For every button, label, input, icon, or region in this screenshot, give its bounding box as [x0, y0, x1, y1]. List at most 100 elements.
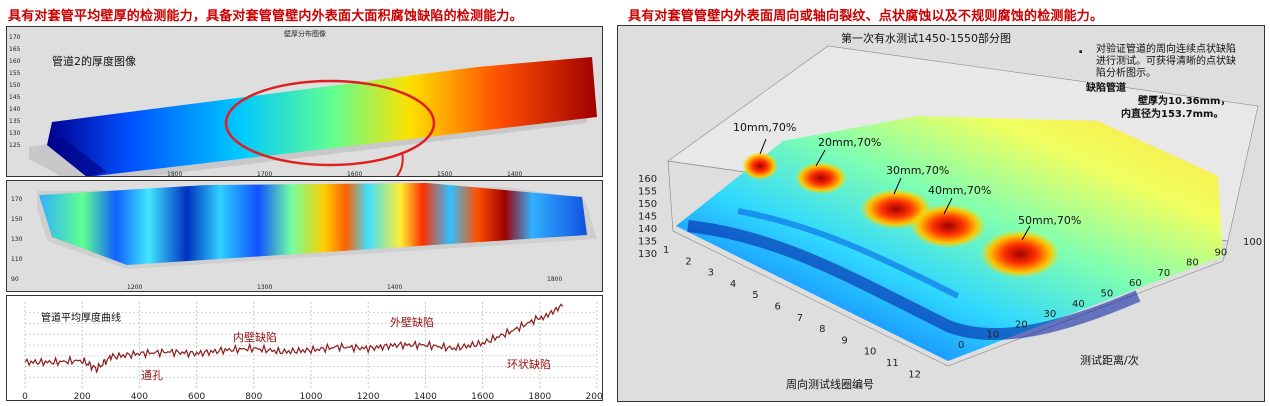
svg-text:110: 110	[11, 256, 23, 263]
surface-x-tick-8: 9	[841, 335, 847, 346]
svg-text:130: 130	[9, 130, 21, 137]
surface-z-tick-6: 130	[638, 249, 657, 260]
top-plot-label: 管道2的厚度图像	[52, 54, 136, 68]
surface-y-tick-8: 80	[1186, 258, 1199, 269]
annotation-inner-defect: 内壁缺陷	[233, 330, 277, 344]
curve-x-tick-4: 800	[245, 392, 262, 401]
average-thickness-chart: 0 200 400 600 800 1000 1200 1400 1600 1800 2000 管道…	[22, 302, 603, 401]
surface-x-tick-7: 8	[819, 324, 825, 335]
surface-x-tick-5: 6	[775, 302, 781, 313]
curve-title: 管道平均厚度曲线	[41, 311, 121, 324]
curve-x-tick-9: 1800	[528, 392, 551, 401]
curve-x-tick-10: 2000	[586, 392, 603, 401]
svg-text:1500: 1500	[437, 171, 452, 177]
svg-text:1600: 1600	[347, 171, 362, 177]
svg-text:1800: 1800	[547, 276, 562, 283]
defect-peak-4	[910, 204, 986, 248]
defect-pipe-label: 缺陷管道	[1085, 81, 1126, 94]
annotation-ring-defect: 环状缺陷	[507, 357, 551, 371]
defect-peak-1	[742, 152, 778, 180]
svg-text:130: 130	[11, 236, 23, 243]
surface-x-tick-1: 2	[685, 256, 691, 267]
peak-label-5: 50mm,70%	[1018, 214, 1081, 227]
surface-x-tick-11: 12	[908, 369, 921, 380]
svg-text:155: 155	[9, 70, 21, 77]
svg-text:1700: 1700	[257, 171, 272, 177]
surface-y-tick-6: 60	[1129, 278, 1142, 289]
surface-y-tick-2: 20	[1015, 319, 1028, 330]
thickness-3d-plot: 壁厚分布图像 管道2的厚度图像 170 165 160 155 150 145 140 1…	[9, 29, 597, 177]
curve-x-tick-8: 1600	[471, 392, 494, 401]
surface-x-tick-6: 7	[797, 313, 803, 324]
surface-x-tick-10: 11	[886, 358, 899, 369]
svg-text:1400: 1400	[507, 171, 522, 177]
peak-label-4: 40mm,70%	[928, 184, 991, 197]
svg-text:1200: 1200	[127, 284, 142, 291]
surface-z-tick-3: 145	[638, 212, 657, 223]
curve-x-tick-3: 600	[188, 392, 205, 401]
surface-x-tick-4: 5	[752, 290, 758, 301]
surface-y-tick-0: 0	[958, 340, 964, 351]
surface-y-tick-9: 90	[1215, 247, 1228, 258]
svg-text:170: 170	[11, 196, 23, 203]
svg-text:150: 150	[9, 82, 21, 89]
surface-ylabel: 测试距离/次	[1080, 353, 1139, 367]
note-line-1: 对验证管道的周向连续点状缺陷	[1096, 42, 1236, 55]
surface-panel: 第一次有水测试1450-1550部分图 10mm,70% 20mm,70% 30…	[617, 25, 1265, 402]
surface-z-tick-5: 135	[638, 237, 657, 248]
thickness-image-panel: 壁厚分布图像 管道2的厚度图像 170 165 160 155 150 145 140 1…	[6, 26, 603, 177]
left-heading: 具有对套管平均壁厚的检测能力，具备对套管管壁内外表面大面积腐蚀缺陷的检测能力。	[8, 9, 523, 24]
surface-xlabel: 周向测试线圈编号	[786, 377, 874, 391]
inner-diameter-text: 内直径为153.7mm。	[1121, 107, 1223, 120]
defect-peak-2	[795, 162, 847, 194]
average-thickness-panel: 0 200 400 600 800 1000 1200 1400 1600 1800 2000 管道…	[6, 295, 603, 401]
surface-y-tick-1: 10	[987, 330, 1000, 341]
peak-label-1: 10mm,70%	[733, 121, 796, 134]
unwrapped-3d-plot: 170 150 130 110 90 1200 1300 1400 1800	[11, 183, 597, 291]
surface-x-tick-2: 3	[708, 268, 714, 279]
curve-x-tick-5: 1000	[300, 392, 323, 401]
surface-z-tick-1: 155	[638, 187, 657, 198]
annotation-through-hole: 通孔	[141, 369, 163, 382]
surface-plot: 第一次有水测试1450-1550部分图 10mm,70% 20mm,70% 30…	[638, 31, 1262, 391]
svg-text:.: .	[1078, 41, 1083, 57]
note-line-3: 陷分析图示。	[1096, 66, 1156, 79]
svg-text:160: 160	[9, 58, 21, 65]
svg-text:150: 150	[11, 216, 23, 223]
svg-text:165: 165	[9, 46, 21, 53]
surface-y-tick-7: 70	[1158, 268, 1171, 279]
svg-text:170: 170	[9, 34, 21, 41]
surface-x-tick-9: 10	[864, 347, 877, 358]
wall-thickness-text: 壁厚为10.36mm，	[1138, 94, 1230, 107]
peak-label-2: 20mm,70%	[818, 136, 881, 149]
curve-x-tick-0: 0	[22, 392, 28, 401]
curve-x-tick-2: 400	[131, 392, 148, 401]
peak-label-3: 30mm,70%	[886, 164, 949, 177]
surface-z-tick-4: 140	[638, 224, 657, 235]
curve-x-tick-7: 1400	[414, 392, 437, 401]
svg-text:145: 145	[9, 94, 21, 101]
svg-text:135: 135	[9, 118, 21, 125]
annotation-outer-defect: 外壁缺陷	[390, 315, 434, 329]
surface-z-tick-2: 150	[638, 199, 657, 210]
surface-x-tick-3: 4	[730, 279, 736, 290]
surface-x-tick-0: 1	[663, 245, 669, 256]
surface-y-tick-10: 100	[1243, 237, 1262, 248]
right-heading: 具有对套管管壁内外表面周向或轴向裂纹、点状腐蚀以及不规则腐蚀的检测能力。	[628, 9, 1104, 24]
svg-text:140: 140	[9, 106, 21, 113]
surface-y-tick-3: 30	[1044, 309, 1057, 320]
highlight-ellipse	[224, 79, 436, 167]
average-thickness-series	[24, 303, 564, 374]
defect-peak-5	[980, 230, 1060, 278]
svg-text:1400: 1400	[387, 284, 402, 291]
svg-text:90: 90	[11, 276, 19, 283]
note-line-2: 进行测试。可获得清晰的点状缺	[1096, 54, 1236, 67]
top-plot-title: 壁厚分布图像	[284, 29, 326, 38]
svg-text:125: 125	[9, 142, 21, 149]
curve-x-tick-1: 200	[74, 392, 91, 401]
svg-text:1300: 1300	[257, 284, 272, 291]
surface-title: 第一次有水测试1450-1550部分图	[841, 31, 1011, 45]
curve-x-tick-6: 1200	[357, 392, 380, 401]
highlight-arrow	[395, 151, 404, 176]
svg-text:1800: 1800	[167, 171, 182, 177]
